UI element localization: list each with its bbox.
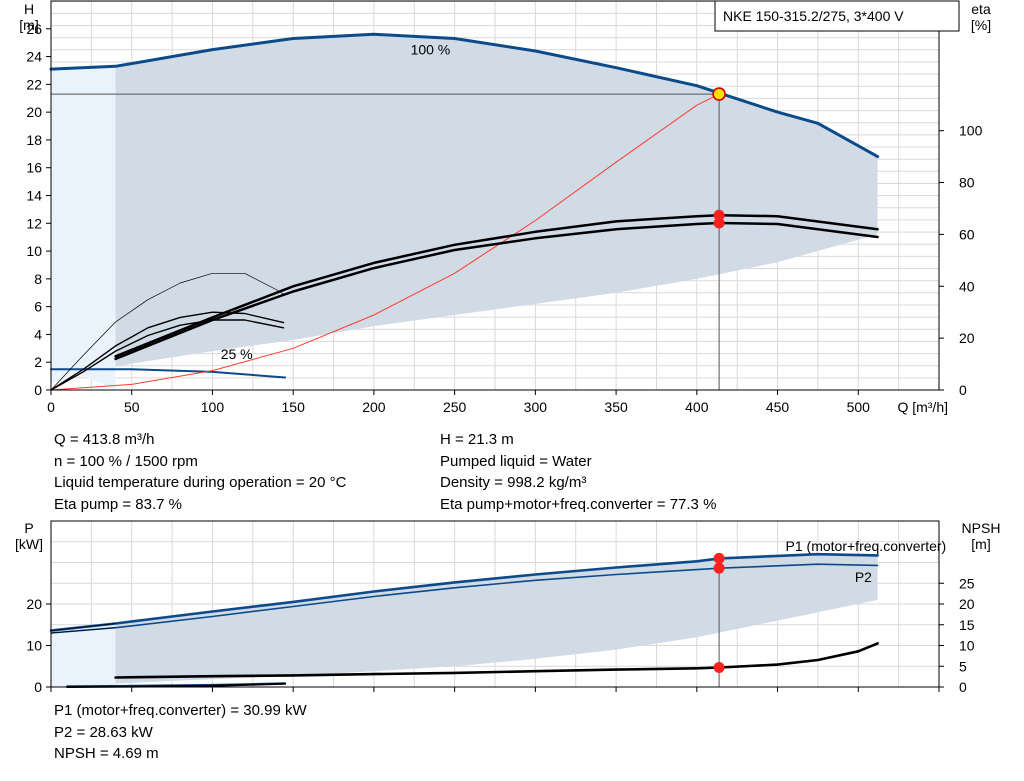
info-head: H = 21.3 m bbox=[440, 431, 514, 448]
y-tick-label: 2 bbox=[34, 354, 42, 370]
y2-tick-label: 80 bbox=[959, 175, 975, 191]
x-tick-label: 50 bbox=[124, 399, 140, 415]
x-axis-label: Q [m³/h] bbox=[897, 399, 948, 415]
info-pumped-liquid: Pumped liquid = Water bbox=[440, 452, 592, 470]
series-line-1-1 bbox=[50, 563, 879, 634]
x-tick-label: 200 bbox=[362, 399, 386, 415]
info-liquid-temperature: Liquid temperature during operation = 20… bbox=[54, 474, 347, 491]
duty-point-0-2 bbox=[713, 217, 725, 229]
y-tick-label: 4 bbox=[34, 326, 42, 342]
x-tick-label: 450 bbox=[766, 399, 790, 415]
y-tick-label: 10 bbox=[26, 638, 42, 654]
y2-axis-label: eta [%] bbox=[971, 1, 991, 33]
series-line-1-3 bbox=[50, 627, 116, 634]
series-line-1-0 bbox=[49, 552, 879, 632]
y2-tick-label: 0 bbox=[959, 382, 967, 398]
power-npsh-chart: 0 10 20 0 5 10 15 20 25 P [kW] NPSH [m] P1 (motor+fre… bbox=[15, 520, 1000, 695]
low-flow-region bbox=[51, 66, 116, 391]
pump-title: NKE 150-315.2/275, 3*400 V bbox=[723, 8, 904, 24]
y-axis-label: P [kW] bbox=[15, 520, 43, 552]
duty-point-1-1 bbox=[713, 562, 725, 574]
y-tick-label: 20 bbox=[26, 104, 42, 120]
duty-point-1-0 bbox=[713, 552, 725, 564]
x-tick-label: 0 bbox=[47, 399, 55, 415]
series-line-0-7 bbox=[114, 221, 879, 361]
series-line-0-6 bbox=[114, 213, 879, 358]
y2-tick-label: 100 bbox=[959, 123, 983, 139]
duty-point-0-1 bbox=[713, 209, 725, 221]
y-tick-label: 8 bbox=[34, 271, 42, 287]
x-tick-label: 350 bbox=[604, 399, 628, 415]
curve-annotation-1: 25 % bbox=[221, 346, 253, 362]
y2-tick-label: 20 bbox=[959, 596, 975, 612]
series-line-0-4 bbox=[50, 311, 285, 391]
y2-tick-label: 15 bbox=[959, 617, 975, 633]
x-tick-label: 400 bbox=[685, 399, 709, 415]
x-tick-label: 300 bbox=[524, 399, 548, 415]
info-density: Density = 998.2 kg/m³ bbox=[440, 474, 587, 491]
y-tick-label: 22 bbox=[26, 76, 42, 92]
series-line-0-1 bbox=[50, 368, 287, 379]
legend-entry-0: P1 (motor+freq.converter) bbox=[786, 538, 947, 554]
x-tick-label: 250 bbox=[443, 399, 467, 415]
info-speed: n = 100 % / 1500 rpm bbox=[54, 452, 198, 470]
info-flow: Q = 413.8 m³/h bbox=[54, 431, 155, 448]
y-tick-label: 0 bbox=[34, 679, 42, 695]
curve-annotation-0: 100 % bbox=[411, 42, 451, 58]
y-tick-label: 0 bbox=[34, 382, 42, 398]
operating-range bbox=[59, 554, 878, 687]
series-line-0-5 bbox=[50, 319, 285, 391]
y2-tick-label: 10 bbox=[959, 638, 975, 654]
series-line-1-6 bbox=[114, 642, 879, 679]
x-tick-label: 100 bbox=[201, 399, 225, 415]
series-line-0-2 bbox=[50, 93, 720, 391]
duty-point-0-0 bbox=[712, 87, 726, 101]
series-line-0-3 bbox=[50, 272, 284, 391]
info-eta-total: Eta pump+motor+freq.converter = 77.3 % bbox=[440, 495, 717, 513]
y-tick-label: 18 bbox=[26, 132, 42, 148]
y-tick-label: 10 bbox=[26, 243, 42, 259]
x-tick-label: 500 bbox=[847, 399, 871, 415]
series-line-0-0 bbox=[49, 32, 880, 159]
y2-tick-label: 60 bbox=[959, 226, 975, 242]
info-top-right: H = 21.3 m Pumped liquid = Water Density… bbox=[440, 429, 716, 515]
y-axis-label: H [m] bbox=[19, 1, 38, 33]
y-tick-label: 12 bbox=[26, 215, 42, 231]
y2-tick-label: 40 bbox=[959, 278, 975, 294]
pump-title-box: NKE 150-315.2/275, 3*400 V bbox=[714, 0, 960, 32]
y-tick-label: 6 bbox=[34, 299, 42, 315]
low-flow-region bbox=[51, 623, 116, 687]
y-tick-label: 20 bbox=[26, 596, 42, 612]
info-p2: P2 = 28.63 kW bbox=[54, 723, 153, 741]
y2-tick-label: 5 bbox=[959, 658, 967, 674]
y-tick-label: 14 bbox=[26, 188, 42, 204]
info-npsh: NPSH = 4.69 m bbox=[54, 745, 159, 762]
duty-point-1-2 bbox=[713, 662, 725, 674]
legend-entry-1: P2 bbox=[855, 569, 872, 585]
info-p1: P1 (motor+freq.converter) = 30.99 kW bbox=[54, 702, 307, 719]
y2-tick-label: 0 bbox=[959, 679, 967, 695]
y2-tick-label: 25 bbox=[959, 575, 975, 591]
y-tick-label: 24 bbox=[26, 49, 42, 65]
y2-axis-label: NPSH [m] bbox=[962, 520, 1001, 552]
y-tick-label: 16 bbox=[26, 160, 42, 176]
y2-tick-label: 20 bbox=[959, 330, 975, 346]
x-tick-label: 150 bbox=[282, 399, 306, 415]
info-bottom: P1 (motor+freq.converter) = 30.99 kW P2 … bbox=[54, 700, 307, 765]
series-line-1-2 bbox=[50, 623, 116, 631]
y-tick-label: 26 bbox=[26, 21, 42, 37]
info-top-left: Q = 413.8 m³/h n = 100 % / 1500 rpm Liqu… bbox=[54, 429, 346, 515]
operating-range bbox=[51, 34, 878, 384]
info-eta-pump: Eta pump = 83.7 % bbox=[54, 495, 182, 513]
